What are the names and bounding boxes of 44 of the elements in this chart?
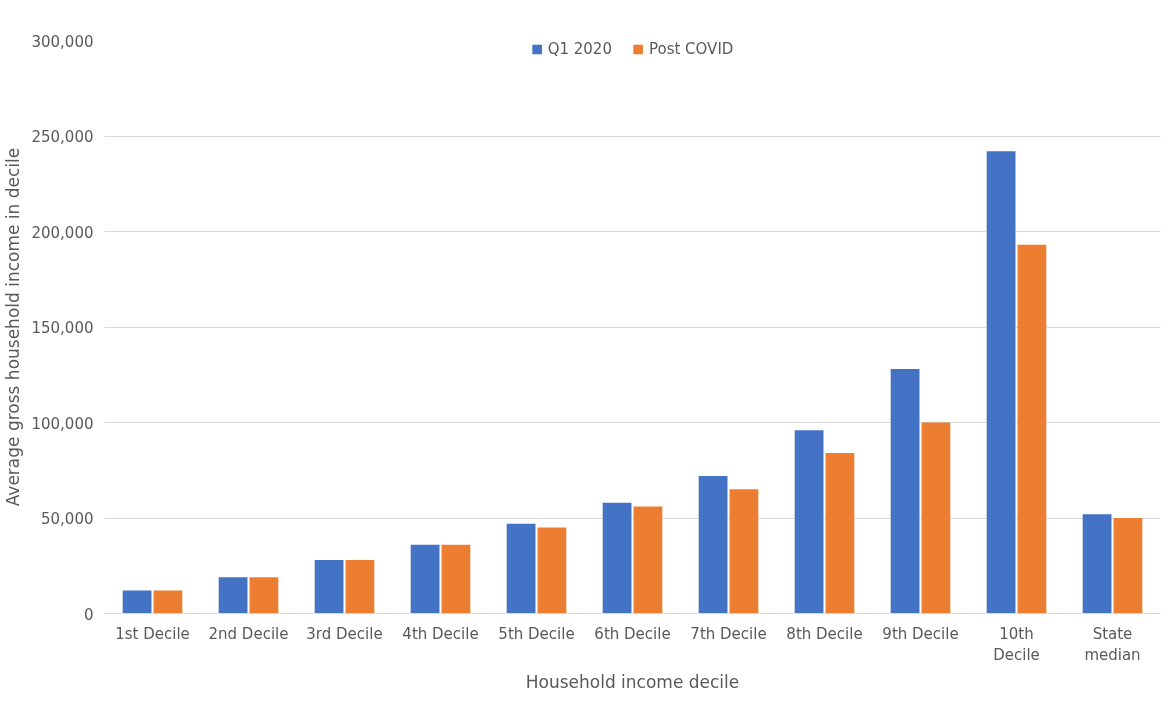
bar <box>506 523 536 614</box>
bar <box>345 560 375 614</box>
y-tick-label: 150,000 <box>31 319 94 337</box>
bar <box>1017 244 1047 614</box>
x-tick-label: 1st Decile <box>115 624 190 643</box>
x-tick-label: 5th Decile <box>498 624 575 643</box>
bar <box>825 453 855 614</box>
bar <box>537 527 567 614</box>
bar <box>218 577 248 614</box>
y-tick-label: 0 <box>83 605 94 624</box>
y-tick-label: 100,000 <box>31 414 94 433</box>
x-axis-title: Household income decile <box>525 672 740 693</box>
bar <box>1113 518 1143 614</box>
y-tick-label: 200,000 <box>31 223 94 242</box>
legend-label: Post COVID <box>648 40 734 58</box>
x-tick-label: 4th Decile <box>402 624 479 643</box>
bar <box>249 577 279 614</box>
bar <box>314 560 344 614</box>
x-tick-label: 9th Decile <box>882 624 959 643</box>
legend-label: Q1 2020 <box>547 40 612 58</box>
x-tick-label: 6th Decile <box>594 624 671 643</box>
x-tick-label: 3rd Decile <box>306 624 383 643</box>
bar <box>698 475 728 614</box>
bar <box>122 590 152 614</box>
bar <box>986 151 1016 614</box>
bar <box>890 369 920 614</box>
bar <box>410 544 440 614</box>
x-tick-label: 2nd Decile <box>208 624 289 643</box>
y-axis-title: Average gross household income in decile <box>3 147 24 507</box>
y-tick-label: 250,000 <box>31 128 94 146</box>
x-tick-label: 8th Decile <box>786 624 863 643</box>
bar <box>153 590 183 614</box>
bar <box>441 544 471 614</box>
x-tick-label: State median <box>1084 624 1141 665</box>
bar <box>794 430 824 614</box>
bar <box>1082 514 1112 614</box>
bar <box>921 422 951 614</box>
bar <box>633 506 663 614</box>
x-tick-label: 10th Decile <box>993 624 1040 665</box>
bar <box>602 502 632 614</box>
bar <box>729 489 759 614</box>
y-tick-label: 300,000 <box>31 32 94 51</box>
y-tick-label: 50,000 <box>41 510 94 528</box>
x-tick-label: 7th Decile <box>690 624 767 643</box>
